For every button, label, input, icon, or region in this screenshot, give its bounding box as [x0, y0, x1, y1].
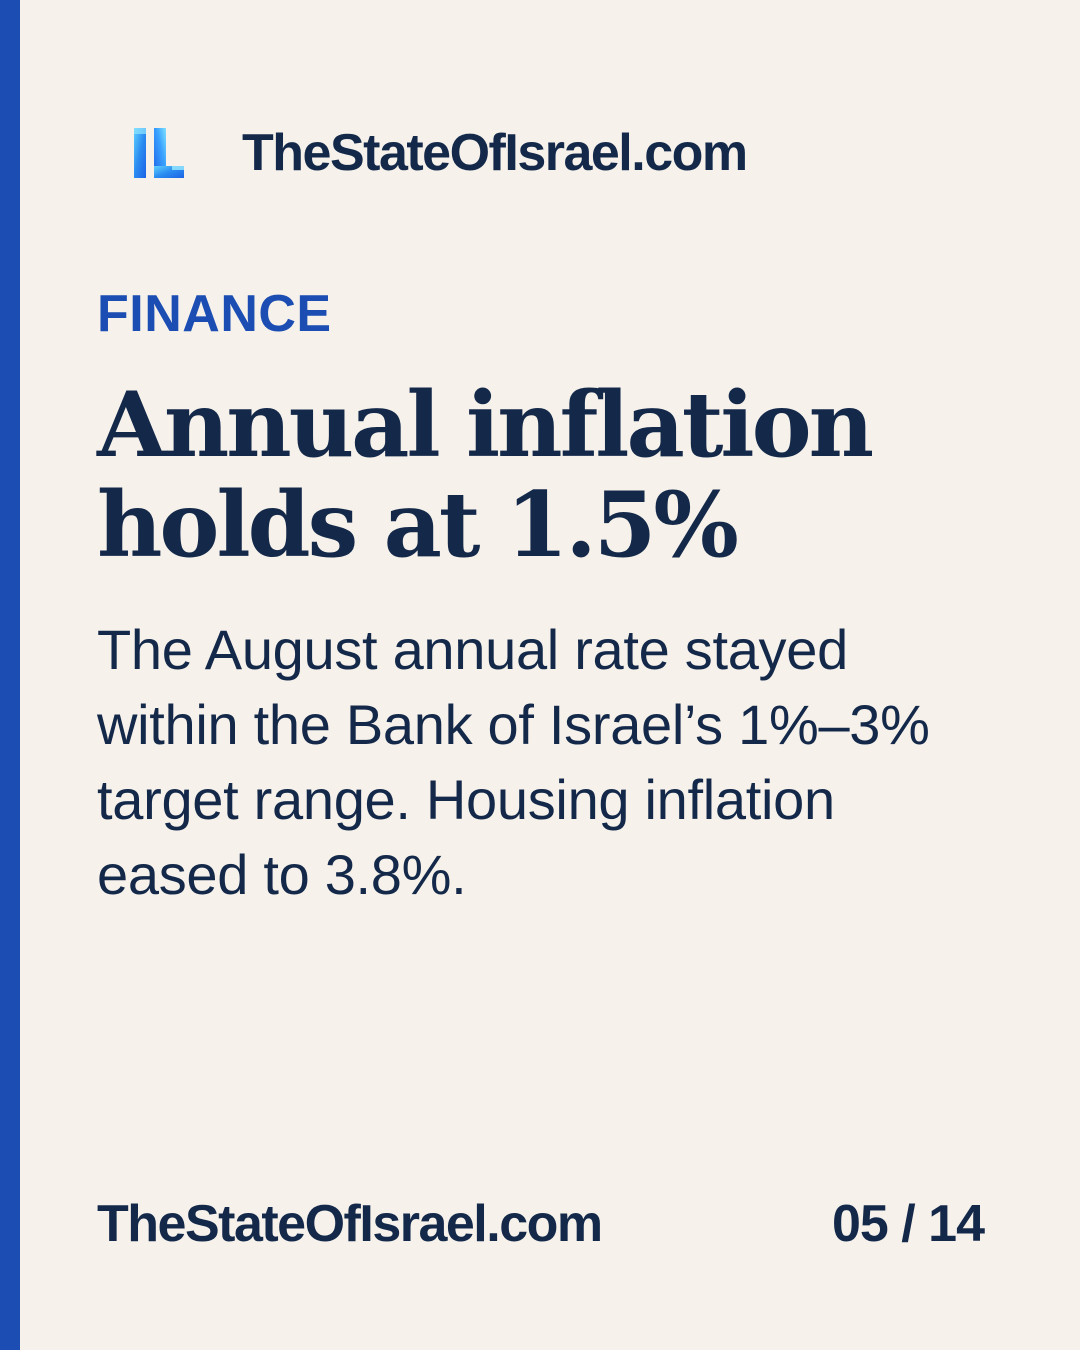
- page-indicator: 05 / 14: [831, 1195, 985, 1253]
- brand-header: TheStateOfIsrael.com: [132, 118, 748, 188]
- summary-text: The August annual rate stayed within the…: [97, 618, 930, 906]
- accent-bar: [0, 0, 20, 1350]
- headline: Annual inflation holds at 1.5%: [97, 372, 874, 578]
- category-label: FINANCE: [97, 285, 332, 343]
- site-name[interactable]: TheStateOfIsrael.com: [242, 124, 748, 182]
- footer-site-name[interactable]: TheStateOfIsrael.com: [97, 1195, 603, 1253]
- il-monogram-icon: [134, 128, 184, 178]
